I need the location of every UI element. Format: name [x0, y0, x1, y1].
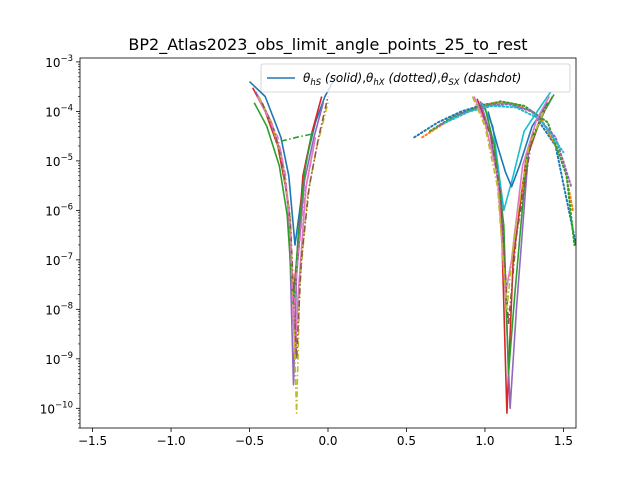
- series-line-6-dashdot: [258, 96, 329, 414]
- series-line-5-solid: [253, 102, 314, 311]
- series-line-1-solid: [248, 76, 337, 246]
- y-tick-label: 10−4: [45, 103, 73, 119]
- legend: θhS (solid),θhX (dotted),θSX (dashdot): [260, 63, 571, 93]
- legend-box: [260, 63, 571, 93]
- series-line-20-solid: [473, 96, 551, 296]
- y-tick-label: 10−9: [45, 351, 73, 367]
- series-line-13-dotted: [436, 103, 573, 188]
- y-tick-label: 10−8: [45, 301, 73, 317]
- series-layer: [248, 76, 576, 414]
- x-tick-label: 0.5: [397, 434, 416, 448]
- y-tick-label: 10−3: [45, 54, 73, 70]
- series-line-19-solid: [487, 102, 549, 188]
- x-tick-label: −0.5: [235, 434, 264, 448]
- series-line-18-solid: [484, 94, 555, 375]
- series-line-8-dashdot: [280, 133, 313, 142]
- x-tick-label: 0.0: [318, 434, 337, 448]
- chart-title: BP2_Atlas2023_obs_limit_angle_points_25_…: [128, 35, 527, 55]
- y-tick-label: 10−6: [45, 202, 73, 218]
- series-line-7-dashdot: [261, 96, 329, 360]
- x-tick-label: −1.5: [78, 434, 107, 448]
- x-axis: −1.5 −1.0 −0.5 0.0 0.5 1.0 1.5: [78, 428, 573, 448]
- x-tick-label: 1.0: [475, 434, 494, 448]
- y-tick-label: 10−10: [40, 400, 73, 416]
- y-tick-label: 10−7: [45, 252, 73, 268]
- x-tick-label: −1.0: [156, 434, 185, 448]
- series-line-14-dotted: [444, 104, 565, 154]
- legend-entry-label: θhS (solid),θhX (dotted),θSX (dashdot): [303, 71, 521, 88]
- series-line-22-dashdot: [471, 96, 547, 311]
- series-line-12-dotted: [429, 100, 576, 246]
- x-tick-label: 1.5: [554, 434, 573, 448]
- y-tick-label: 10−5: [45, 153, 73, 169]
- y-axis: 10−10 10−9 10−8 10−7 10−6 10−5 10−4 10−3: [40, 54, 80, 429]
